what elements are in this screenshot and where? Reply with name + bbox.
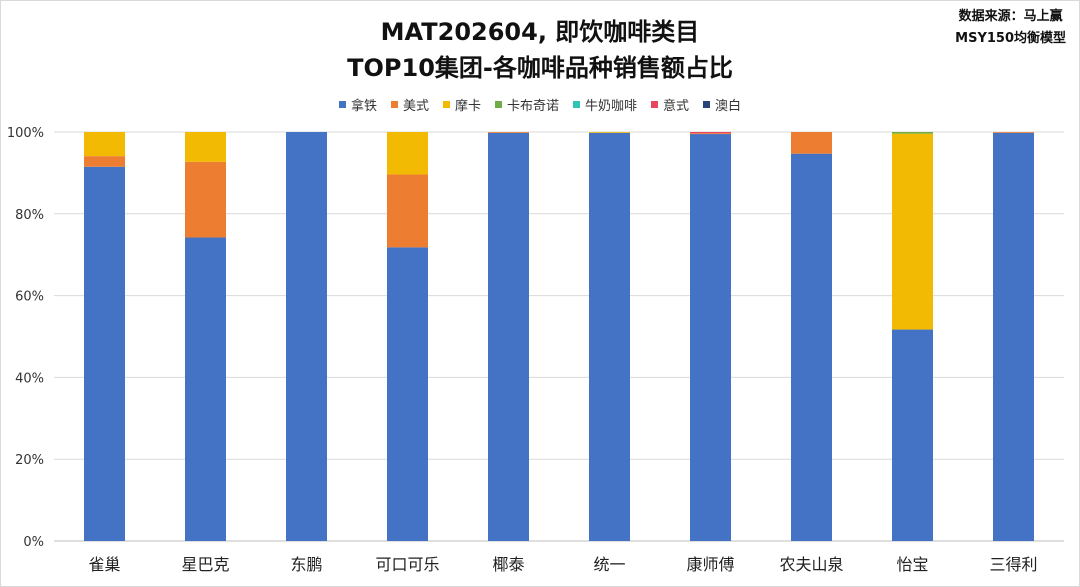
legend-label: 意式 bbox=[663, 99, 690, 114]
legend-label: 澳白 bbox=[715, 99, 742, 114]
x-tick-label: 农夫山泉 bbox=[779, 555, 843, 574]
legend-item: 卡布奇诺 bbox=[494, 95, 559, 114]
bar-segment bbox=[892, 132, 933, 134]
bar-segment bbox=[791, 132, 832, 154]
bar-segment bbox=[690, 132, 731, 134]
bar-segment bbox=[387, 247, 428, 541]
bar-segment bbox=[185, 161, 226, 238]
chart-title-line2: TOP10集团-各咖啡品种销售额占比 bbox=[347, 54, 733, 82]
bar-segment bbox=[185, 237, 226, 541]
legend-swatch bbox=[494, 101, 502, 108]
x-tick-label: 康师傅 bbox=[686, 555, 734, 574]
legend-item: 澳白 bbox=[703, 95, 741, 114]
legend-swatch bbox=[338, 101, 346, 108]
bar-segment bbox=[690, 133, 731, 135]
bar-segment bbox=[84, 132, 125, 157]
source-line2: MSY150均衡模型 bbox=[955, 31, 1066, 46]
bar-segment bbox=[488, 132, 529, 541]
y-tick-label: 20% bbox=[15, 453, 44, 468]
legend-item: 美式 bbox=[390, 95, 429, 114]
legend-label: 美式 bbox=[402, 99, 429, 114]
legend-swatch bbox=[703, 101, 711, 108]
y-tick-label: 0% bbox=[23, 535, 44, 550]
chart-legend: 拿铁 美式 摩卡 卡布奇诺 牛奶咖啡 意式 澳白 bbox=[0, 95, 1080, 114]
x-tick-label: 统一 bbox=[593, 555, 625, 574]
x-tick-label: 星巴克 bbox=[181, 555, 229, 574]
x-tick-label: 怡宝 bbox=[896, 555, 928, 574]
bar-segment bbox=[589, 132, 630, 541]
y-tick-label: 80% bbox=[15, 208, 44, 223]
source-line1: 数据来源：马上赢 bbox=[958, 9, 1063, 24]
chart-title-line1: MAT202604, 即饮咖啡类目 bbox=[380, 18, 700, 46]
legend-swatch bbox=[573, 101, 580, 108]
y-tick-label: 100% bbox=[7, 126, 44, 141]
bar-segment bbox=[690, 134, 731, 542]
legend-item: 摩卡 bbox=[442, 95, 481, 114]
x-tick-label: 椰泰 bbox=[492, 555, 524, 574]
legend-swatch bbox=[390, 101, 398, 108]
bar-segment bbox=[387, 132, 428, 175]
y-tick-label: 40% bbox=[15, 371, 44, 386]
bar-segment bbox=[84, 166, 125, 541]
bar-segment bbox=[488, 132, 529, 133]
bar-segment bbox=[185, 132, 226, 162]
y-tick-label: 60% bbox=[15, 290, 44, 305]
bar-segment bbox=[892, 133, 933, 330]
x-tick-label: 三得利 bbox=[989, 555, 1037, 574]
x-tick-label: 雀巢 bbox=[88, 555, 120, 574]
bar-segment bbox=[387, 174, 428, 248]
legend-swatch bbox=[442, 101, 450, 108]
bar-segment bbox=[589, 132, 630, 133]
bar-segment bbox=[993, 132, 1034, 541]
legend-item: 牛奶咖啡 bbox=[573, 95, 637, 114]
legend-swatch bbox=[651, 101, 659, 108]
bar-segment bbox=[993, 132, 1034, 133]
legend-item: 拿铁 bbox=[338, 95, 377, 114]
legend-label: 拿铁 bbox=[350, 99, 377, 114]
data-source-note: 数据来源：马上赢 MSY150均衡模型 bbox=[955, 6, 1066, 50]
x-tick-label: 东鹏 bbox=[290, 555, 322, 574]
bar-segment bbox=[791, 153, 832, 541]
bar-segment bbox=[286, 132, 327, 541]
bar-segment bbox=[892, 329, 933, 541]
x-tick-label: 可口可乐 bbox=[375, 555, 439, 574]
legend-label: 摩卡 bbox=[454, 99, 481, 114]
legend-item: 意式 bbox=[651, 95, 689, 114]
legend-label: 牛奶咖啡 bbox=[585, 99, 638, 114]
legend-label: 卡布奇诺 bbox=[506, 99, 559, 114]
bar-segment bbox=[84, 156, 125, 167]
